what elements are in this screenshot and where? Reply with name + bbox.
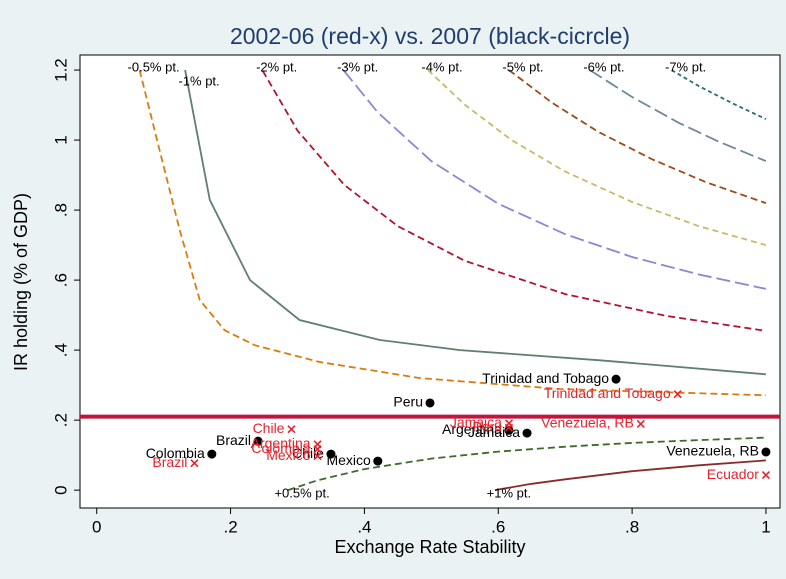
x-tick-label: .4	[357, 517, 371, 536]
point	[425, 398, 435, 408]
y-tick-label: 1	[51, 135, 70, 144]
point-label: Colombia	[146, 445, 205, 461]
point	[373, 456, 383, 466]
y-tick-label: .2	[51, 413, 70, 427]
point	[190, 459, 199, 468]
curve-label: -5% pt.	[502, 59, 543, 74]
point-label: Jamaica	[450, 414, 502, 430]
point	[673, 390, 682, 399]
curve-label: -3% pt.	[337, 59, 378, 74]
curve-label: -1% pt.	[178, 73, 219, 88]
y-tick-label: .6	[51, 273, 70, 287]
contour-curve	[343, 69, 767, 290]
y-tick-label: 1.2	[51, 58, 70, 82]
point-label: Trinidad and Tobago	[544, 385, 671, 401]
point-label: Venezuela, RB	[541, 415, 634, 431]
point-label: Peru	[393, 394, 423, 410]
curve-label: -4% pt.	[421, 59, 462, 74]
point	[761, 447, 771, 457]
point-label: Peru	[472, 419, 502, 435]
point-label: Ecuador	[707, 466, 759, 482]
point	[504, 423, 514, 432]
x-tick-label: .8	[625, 517, 639, 536]
point	[761, 471, 771, 480]
contour-curve	[287, 436, 766, 491]
curve-label: -2% pt.	[256, 59, 297, 74]
contour-curve	[494, 459, 766, 491]
plot-area	[79, 54, 781, 509]
point-label: Mexico	[326, 452, 371, 468]
chart-title: 2002-06 (red-x) vs. 2007 (black-cicrcle)	[230, 23, 630, 49]
contour-curve	[427, 69, 767, 246]
point-label: Jamaica	[468, 424, 520, 440]
point	[287, 425, 296, 434]
point	[504, 425, 514, 435]
point-label: Mexico	[266, 447, 311, 463]
point-label: Colombia	[251, 440, 310, 456]
point-label: Venezuela, RB	[666, 443, 759, 459]
point	[313, 452, 322, 461]
curve-label: +1% pt.	[487, 486, 531, 501]
y-tick-label: .4	[51, 343, 70, 357]
point	[326, 449, 336, 459]
contour-curve	[184, 69, 766, 376]
point	[253, 436, 263, 446]
x-axis-label: Exchange Rate Stability	[334, 537, 525, 557]
point-label: Argentina	[251, 435, 311, 451]
x-tick-label: 0	[92, 517, 101, 536]
contour-curve	[671, 69, 767, 120]
x-tick-label: 1	[761, 517, 770, 536]
point-label: Brazil	[152, 454, 187, 470]
point-label: Chile	[253, 420, 285, 436]
point-label: Trinidad and Tobago	[482, 370, 609, 386]
curve-label: +0.5% pt.	[274, 486, 329, 501]
point	[207, 449, 217, 459]
curve-label: -6% pt.	[583, 59, 624, 74]
curve-label: -7% pt.	[665, 59, 706, 74]
point-label: Argentina	[442, 421, 502, 437]
point-label: Brazil	[216, 432, 251, 448]
y-axis-label: IR holding (% of GDP)	[11, 193, 31, 371]
y-tick-label: 0	[51, 485, 70, 494]
y-tick-label: .8	[51, 203, 70, 217]
x-tick-label: .2	[223, 517, 237, 536]
point	[611, 374, 621, 384]
point	[313, 445, 322, 454]
point	[522, 428, 532, 438]
x-tick-label: .6	[491, 517, 505, 536]
curve-label: -0.5% pt.	[128, 59, 180, 74]
contour-curve	[589, 69, 767, 162]
point	[636, 419, 645, 429]
contour-curve	[508, 69, 767, 204]
contour-curve	[261, 70, 767, 332]
contour-curve	[138, 69, 766, 397]
